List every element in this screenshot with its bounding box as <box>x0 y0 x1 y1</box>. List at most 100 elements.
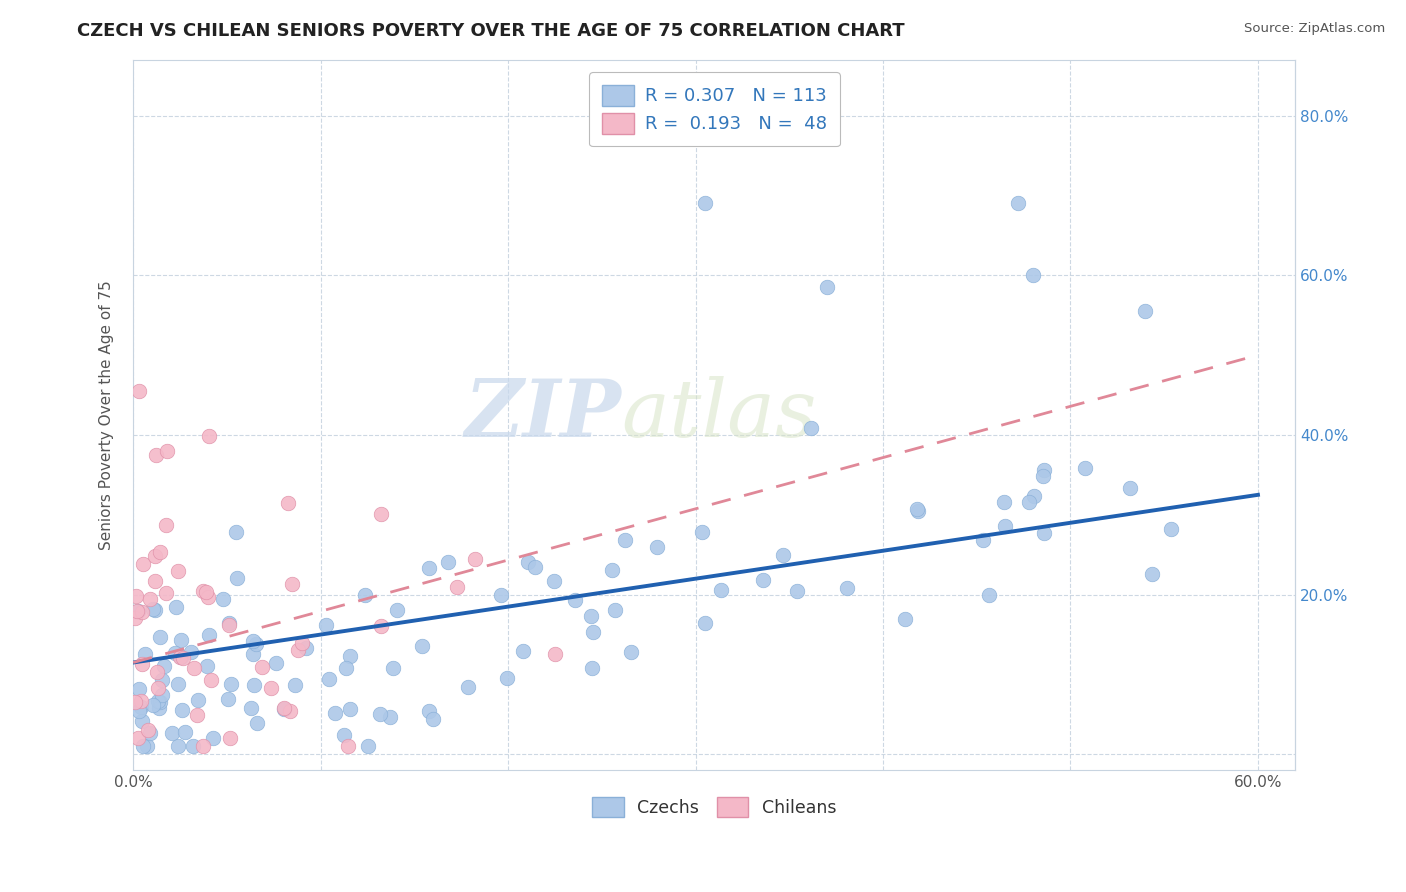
Czechs <box>335 660 357 674</box>
Czechs <box>835 582 858 596</box>
Czechs <box>145 603 167 617</box>
Czechs <box>979 588 1001 602</box>
Czechs <box>512 644 534 658</box>
Czechs <box>581 661 603 675</box>
Czechs <box>614 533 637 547</box>
Chileans <box>145 574 167 589</box>
Czechs <box>695 616 717 631</box>
Chileans <box>172 650 194 665</box>
Czechs <box>710 582 733 597</box>
Czechs <box>153 659 176 673</box>
Chileans <box>127 603 149 617</box>
Czechs <box>339 648 361 663</box>
Czechs <box>1007 196 1029 211</box>
Czechs <box>225 524 247 539</box>
Czechs <box>1022 268 1045 283</box>
Czechs <box>581 608 603 623</box>
Chileans <box>156 444 179 458</box>
Czechs <box>127 604 149 618</box>
Chileans <box>128 384 150 398</box>
Chileans <box>277 496 299 510</box>
Czechs <box>815 280 838 294</box>
Chileans <box>197 590 219 604</box>
Czechs <box>993 495 1015 509</box>
Czechs <box>245 637 267 651</box>
Czechs <box>198 628 221 642</box>
Czechs <box>385 603 408 617</box>
Czechs <box>437 555 460 569</box>
Czechs <box>162 726 184 740</box>
Czechs <box>170 650 193 665</box>
Czechs <box>894 612 917 626</box>
Chileans <box>149 545 172 559</box>
Chileans <box>145 448 167 462</box>
Czechs <box>202 731 225 745</box>
Czechs <box>339 702 361 716</box>
Text: CZECH VS CHILEAN SENIORS POVERTY OVER THE AGE OF 75 CORRELATION CHART: CZECH VS CHILEAN SENIORS POVERTY OVER TH… <box>77 22 905 40</box>
Czechs <box>378 710 401 724</box>
Chileans <box>127 731 149 746</box>
Czechs <box>786 583 808 598</box>
Czechs <box>333 728 356 742</box>
Chileans <box>291 635 314 649</box>
Czechs <box>135 739 157 754</box>
Text: Source: ZipAtlas.com: Source: ZipAtlas.com <box>1244 22 1385 36</box>
Czechs <box>142 602 165 616</box>
Chileans <box>129 694 152 708</box>
Czechs <box>173 724 195 739</box>
Czechs <box>1033 463 1056 477</box>
Chileans <box>200 673 222 687</box>
Czechs <box>353 588 375 602</box>
Czechs <box>418 704 440 718</box>
Czechs <box>564 593 586 607</box>
Chileans <box>370 619 392 633</box>
Chileans <box>124 695 146 709</box>
Chileans <box>131 605 153 619</box>
Czechs <box>246 716 269 731</box>
Czechs <box>418 561 440 575</box>
Chileans <box>218 618 240 632</box>
Czechs <box>128 704 150 718</box>
Chileans <box>464 551 486 566</box>
Czechs <box>148 701 170 715</box>
Czechs <box>543 574 565 588</box>
Chileans <box>131 657 153 671</box>
Chileans <box>198 429 221 443</box>
Czechs <box>693 196 716 211</box>
Chileans <box>260 681 283 695</box>
Chileans <box>280 704 302 718</box>
Czechs <box>1160 522 1182 536</box>
Czechs <box>242 647 264 661</box>
Czechs <box>211 591 233 606</box>
Czechs <box>489 588 512 602</box>
Czechs <box>993 518 1015 533</box>
Chileans <box>191 584 214 599</box>
Czechs <box>605 603 627 617</box>
Czechs <box>219 677 242 691</box>
Czechs <box>381 660 404 674</box>
Chileans <box>336 739 359 754</box>
Czechs <box>150 688 173 702</box>
Chileans <box>195 585 218 599</box>
Czechs <box>131 714 153 729</box>
Text: atlas: atlas <box>621 376 817 454</box>
Chileans <box>250 660 273 674</box>
Czechs <box>134 647 156 661</box>
Czechs <box>323 706 346 721</box>
Czechs <box>129 699 152 714</box>
Czechs <box>242 634 264 648</box>
Czechs <box>368 706 391 721</box>
Czechs <box>172 703 194 717</box>
Czechs <box>645 540 668 554</box>
Czechs <box>195 659 218 673</box>
Chileans <box>446 580 468 594</box>
Text: ZIP: ZIP <box>464 376 621 454</box>
Czechs <box>132 739 155 754</box>
Czechs <box>1032 468 1054 483</box>
Chileans <box>139 592 162 607</box>
Czechs <box>146 694 169 708</box>
Czechs <box>239 701 262 715</box>
Czechs <box>620 645 643 659</box>
Czechs <box>318 672 340 686</box>
Czechs <box>600 563 623 577</box>
